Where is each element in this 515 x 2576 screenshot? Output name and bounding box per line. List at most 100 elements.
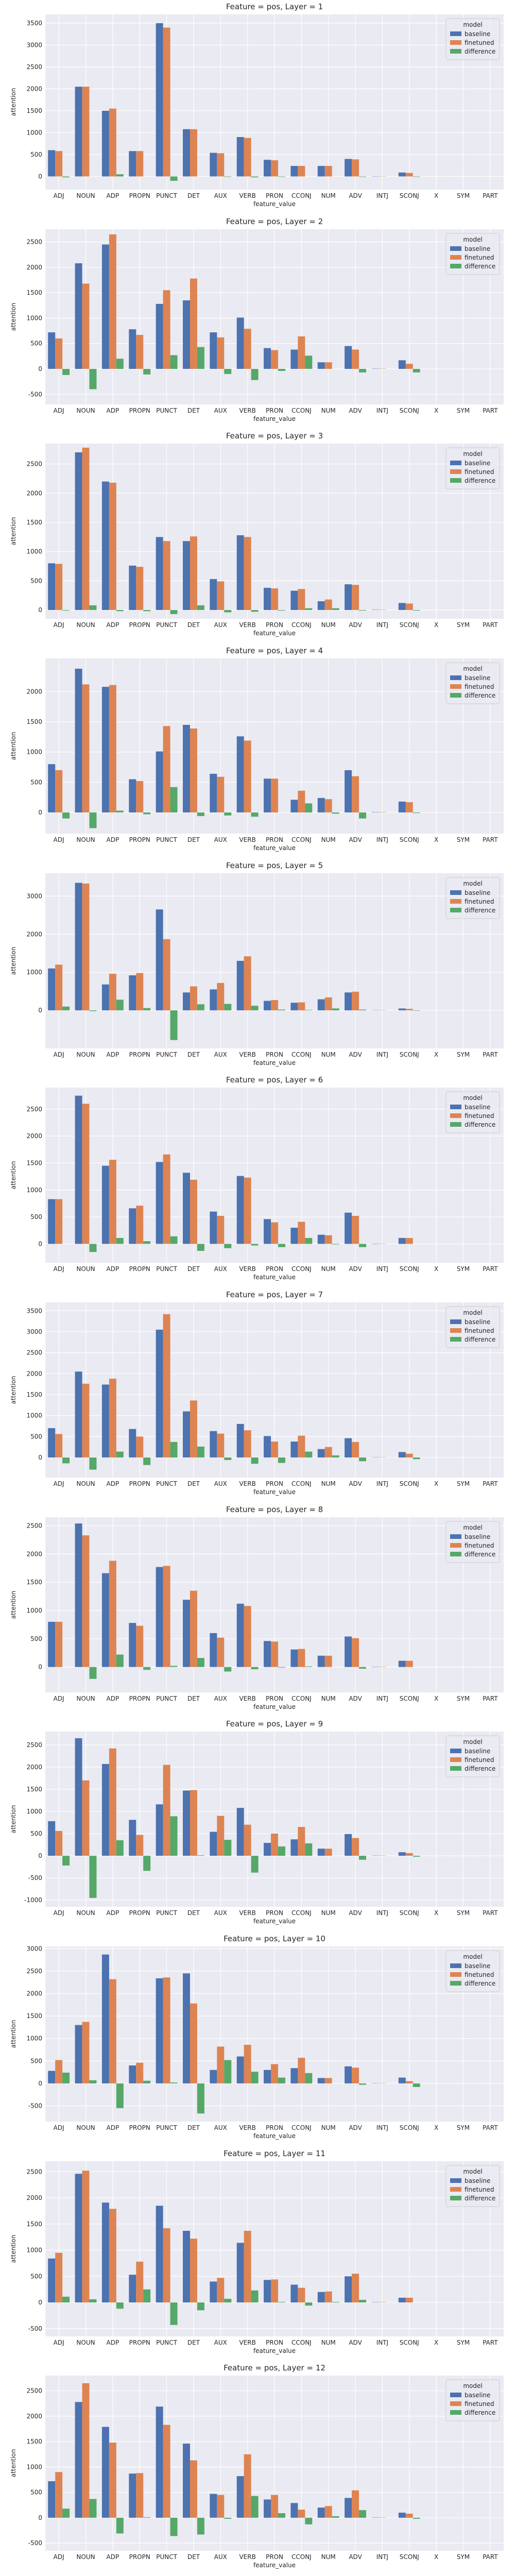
x-tick-label: PRON — [266, 1051, 283, 1058]
bar-finetuned — [217, 1816, 225, 1856]
y-tick-label: 1500 — [26, 519, 42, 526]
bar-difference — [332, 608, 339, 611]
bar-baseline — [317, 1234, 325, 1244]
x-tick-label: PART — [483, 621, 498, 629]
x-tick-label: NUM — [321, 2339, 336, 2346]
bar-difference — [413, 812, 420, 814]
x-tick-label: DET — [187, 407, 200, 414]
bar-difference — [197, 1657, 204, 1667]
x-tick-label: ADP — [107, 1051, 119, 1058]
bar-difference — [170, 610, 178, 615]
y-tick-label: 500 — [30, 1213, 42, 1221]
y-axis-label: attention — [10, 517, 17, 546]
bar-baseline — [156, 1162, 163, 1244]
legend-swatch-difference — [450, 1337, 461, 1342]
bar-finetuned — [82, 684, 90, 812]
x-tick-label: NUM — [321, 621, 336, 629]
bar-difference — [62, 2296, 70, 2302]
bar-baseline — [75, 2025, 82, 2083]
bar-finetuned — [136, 151, 144, 177]
bar-baseline — [236, 2476, 244, 2518]
bar-finetuned — [405, 2514, 413, 2518]
bar-baseline — [156, 751, 163, 812]
x-tick-label: PUNCT — [156, 1051, 177, 1058]
bar-finetuned — [405, 1660, 413, 1667]
y-tick-label: 1000 — [26, 314, 42, 321]
bar-finetuned — [244, 1605, 251, 1667]
y-tick-label: 1000 — [26, 969, 42, 976]
bar-finetuned — [163, 541, 170, 611]
bar-finetuned — [244, 328, 251, 369]
y-tick-label: -1000 — [24, 1896, 42, 1904]
x-tick-label: VERB — [239, 407, 255, 414]
x-tick-label: VERB — [239, 2339, 255, 2346]
x-tick-label: SYM — [457, 836, 470, 843]
legend: model baseline finetuned difference — [445, 233, 500, 275]
bar-difference — [143, 2517, 151, 2518]
bar-difference — [116, 2083, 124, 2108]
x-tick-label: ADJ — [54, 2124, 64, 2131]
bar-finetuned — [298, 589, 305, 611]
bar-difference — [143, 1008, 151, 1010]
x-tick-label: DET — [187, 1909, 200, 1917]
x-tick-label: VERB — [239, 192, 255, 199]
x-tick-label: PRON — [266, 2553, 283, 2561]
bar-finetuned — [109, 1379, 116, 1458]
bar-finetuned — [217, 982, 225, 1010]
x-tick-label: PART — [483, 1051, 498, 1058]
bar-finetuned — [55, 770, 63, 812]
bar-finetuned — [271, 999, 278, 1010]
bar-finetuned — [244, 2230, 251, 2302]
bar-difference — [116, 999, 124, 1010]
bar-baseline — [183, 541, 190, 611]
bar-finetuned — [82, 1781, 90, 1856]
x-tick-label: VERB — [239, 1909, 255, 1917]
bar-finetuned — [190, 278, 197, 369]
bar-difference — [413, 1856, 420, 1857]
bar-baseline — [290, 1649, 298, 1667]
x-tick-label: INTJ — [376, 1909, 388, 1917]
bar-difference — [359, 610, 366, 611]
x-tick-label: X — [434, 2553, 438, 2561]
x-tick-label: NUM — [321, 836, 336, 843]
chart-panel: Feature = pos, Layer = 3 0 500 1000 1500 2000… — [10, 431, 504, 637]
bar-baseline — [101, 1764, 109, 1856]
x-tick-label: AUX — [214, 1909, 227, 1917]
x-tick-label: X — [434, 192, 438, 199]
legend-label-difference: difference — [465, 1551, 495, 1558]
x-tick-label: AUX — [214, 836, 227, 843]
bar-difference — [251, 1457, 259, 1464]
x-tick-label: ADJ — [54, 192, 64, 199]
bar-finetuned — [109, 2209, 116, 2302]
bar-baseline — [129, 2065, 136, 2083]
bar-finetuned — [271, 2495, 278, 2518]
bar-difference — [278, 610, 285, 611]
legend-label-finetuned: finetuned — [465, 468, 494, 476]
bar-baseline — [156, 1978, 163, 2083]
x-tick-label: PART — [483, 1480, 498, 1487]
bar-finetuned — [163, 1765, 170, 1856]
bar-baseline — [290, 2284, 298, 2302]
y-axis-label: attention — [10, 2020, 17, 2048]
legend-label-baseline: baseline — [465, 2177, 490, 2184]
legend-label-baseline: baseline — [465, 245, 490, 252]
bar-finetuned — [217, 776, 225, 812]
x-tick-label: NUM — [321, 407, 336, 414]
bar-finetuned — [324, 799, 332, 812]
x-tick-label: PUNCT — [156, 1265, 177, 1273]
x-tick-label: PRON — [266, 621, 283, 629]
y-tick-label: 1000 — [26, 548, 42, 555]
legend: model baseline finetuned difference — [445, 877, 500, 919]
y-tick-label: 2500 — [26, 1741, 42, 1749]
bar-baseline — [183, 129, 190, 177]
bar-difference — [305, 1451, 313, 1458]
bar-finetuned — [324, 1235, 332, 1244]
bar-baseline — [75, 1371, 82, 1458]
x-tick-label: PUNCT — [156, 1480, 177, 1487]
y-tick-label: 1000 — [26, 2246, 42, 2253]
x-tick-label: ADJ — [54, 2339, 64, 2346]
bar-baseline — [264, 2070, 271, 2083]
bar-finetuned — [163, 1977, 170, 2083]
x-tick-label: DET — [187, 2124, 200, 2131]
bar-difference — [116, 2302, 124, 2309]
